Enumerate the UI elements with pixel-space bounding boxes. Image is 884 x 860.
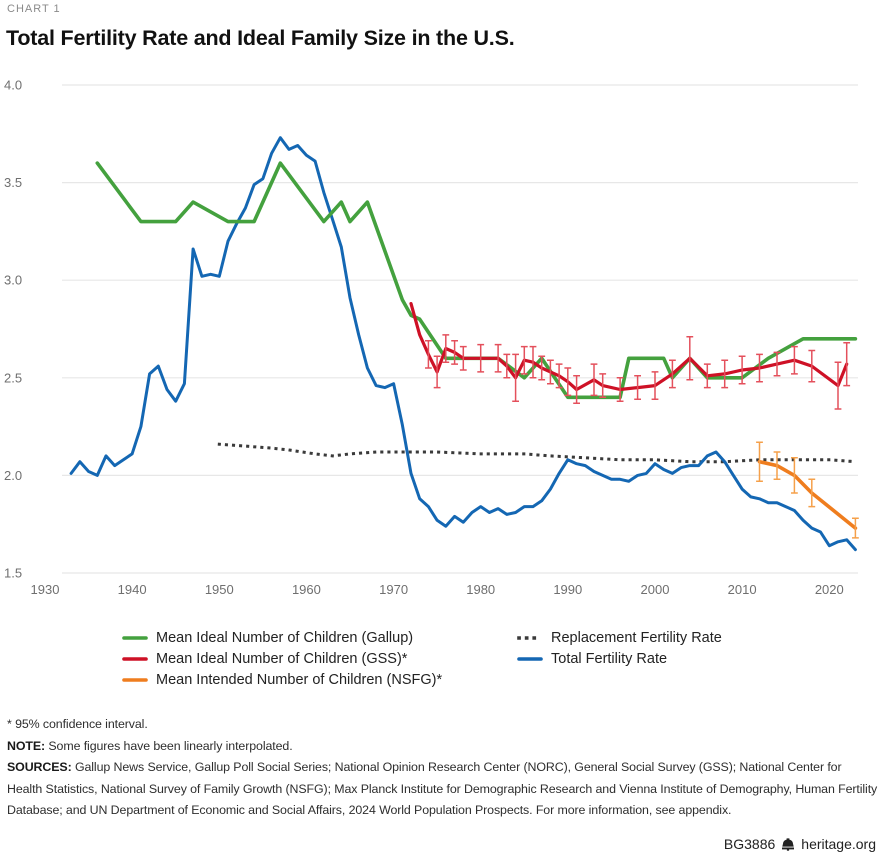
legend-swatch-gss-ideal bbox=[122, 656, 148, 661]
y-tick-label: 2.0 bbox=[4, 468, 22, 483]
gss-ideal-error-bars bbox=[425, 334, 851, 410]
legend-label: Replacement Fertility Rate bbox=[551, 629, 722, 646]
x-tick-label: 1980 bbox=[466, 582, 495, 597]
x-tick-label: 1950 bbox=[205, 582, 234, 597]
y-tick-label: 4.0 bbox=[4, 78, 22, 93]
legend-column-2: Replacement Fertility Rate Total Fertilit… bbox=[517, 627, 722, 669]
y-tick-label: 1.5 bbox=[4, 566, 22, 581]
chart-kicker: CHART 1 bbox=[7, 3, 61, 15]
gridlines bbox=[62, 84, 858, 574]
x-axis-labels: 1930 1940 1950 1960 1970 1980 1990 2000 2010 2020 bbox=[31, 582, 844, 597]
legend-item-total-fertility-rate: Total Fertility Rate bbox=[517, 648, 722, 669]
footnote-note: NOTE: Some figures have been linearly in… bbox=[7, 738, 293, 753]
legend-column-1: Mean Ideal Number of Children (Gallup) Me… bbox=[122, 627, 442, 690]
line-nsfg-intended bbox=[757, 459, 858, 530]
footnote-confidence: * 95% confidence interval. bbox=[7, 717, 148, 731]
legend-item-nsfg-intended: Mean Intended Number of Children (NSFG)* bbox=[122, 669, 442, 690]
legend-swatch-gallup-ideal bbox=[122, 635, 148, 640]
line-gss-ideal bbox=[409, 302, 849, 392]
x-tick-label: 1990 bbox=[553, 582, 582, 597]
legend-swatch-total-fertility-rate bbox=[517, 656, 543, 661]
legend-swatch-nsfg-intended bbox=[122, 677, 148, 682]
footnotes-block: * 95% confidence interval. NOTE: Some fi… bbox=[7, 714, 879, 822]
y-axis-labels: 4.0 3.5 3.0 2.5 2.0 1.5 bbox=[4, 78, 22, 581]
x-tick-label: 1930 bbox=[31, 582, 60, 597]
footnote-sources: SOURCES: Gallup News Service, Gallup Pol… bbox=[7, 760, 878, 817]
x-tick-label: 1940 bbox=[118, 582, 147, 597]
legend-label: Mean Ideal Number of Children (GSS)* bbox=[156, 650, 408, 667]
x-tick-label: 1970 bbox=[379, 582, 408, 597]
legend-label: Mean Intended Number of Children (NSFG)* bbox=[156, 671, 443, 688]
x-tick-label: 2010 bbox=[728, 582, 757, 597]
y-tick-label: 3.5 bbox=[4, 175, 22, 190]
x-tick-label: 2020 bbox=[815, 582, 844, 597]
heritage-url: heritage.org bbox=[801, 836, 876, 852]
report-id: BG3886 bbox=[723, 836, 776, 852]
legend-label: Mean Ideal Number of Children (Gallup) bbox=[156, 629, 414, 646]
legend-swatch-replacement-rate bbox=[517, 635, 543, 640]
x-tick-label: 1960 bbox=[292, 582, 321, 597]
legend-item-replacement-rate: Replacement Fertility Rate bbox=[517, 627, 722, 648]
legend-item-gss-ideal: Mean Ideal Number of Children (GSS)* bbox=[122, 648, 442, 669]
footer-credit: BG3886 heritage.org bbox=[724, 836, 876, 852]
legend-label: Total Fertility Rate bbox=[551, 650, 668, 667]
legend-item-gallup-ideal: Mean Ideal Number of Children (Gallup) bbox=[122, 627, 442, 648]
chart-title: Total Fertility Rate and Ideal Family Si… bbox=[6, 26, 515, 50]
liberty-bell-icon bbox=[782, 837, 795, 851]
y-tick-label: 2.5 bbox=[4, 370, 22, 385]
x-tick-label: 2000 bbox=[641, 582, 670, 597]
y-tick-label: 3.0 bbox=[4, 273, 22, 288]
nsfg-intended-error-bars bbox=[756, 441, 859, 539]
line-total-fertility-rate bbox=[69, 136, 857, 552]
line-replacement-rate bbox=[217, 442, 858, 464]
